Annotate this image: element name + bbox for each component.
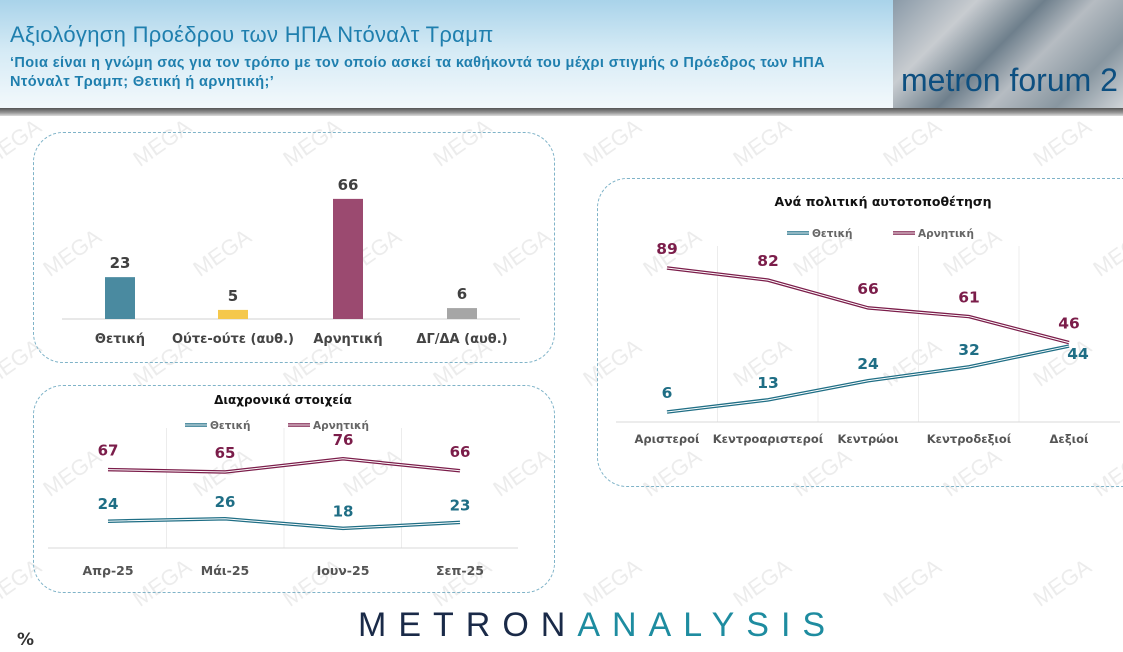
legend-label: Αρνητική: [918, 228, 974, 240]
data-label: 65: [215, 444, 236, 462]
brand-image-text: metron forum 2: [901, 62, 1118, 98]
category-label: Μάι-25: [201, 563, 249, 578]
series-line-inner: [107, 518, 461, 529]
data-label: 46: [1058, 315, 1080, 333]
trend-panel: [33, 385, 555, 593]
category-label: Ιουν-25: [317, 563, 370, 578]
category-label: Δεξιοί: [1050, 432, 1089, 446]
chart-title: Ανά πολιτική αυτοτοποθέτηση: [774, 194, 991, 209]
data-label: 5: [228, 287, 238, 305]
data-label: 26: [215, 493, 236, 511]
category-label: Κεντροαριστεροί: [713, 432, 824, 446]
brand-image: metron forum 2: [893, 0, 1123, 108]
legend-label: Θετική: [210, 420, 251, 432]
bar: [447, 308, 477, 319]
data-label: 66: [338, 176, 359, 194]
category-label: Ούτε-ούτε (αυθ.): [172, 332, 294, 347]
data-label: 13: [757, 374, 779, 392]
data-label: 23: [450, 496, 471, 514]
bar: [218, 309, 248, 319]
legend-label: Αρνητική: [313, 420, 369, 432]
category-label: Κεντροδεξιοί: [927, 432, 1012, 446]
data-label: 82: [757, 252, 779, 270]
data-label: 6: [457, 285, 467, 303]
bar: [105, 277, 135, 319]
metron-analysis-logo: METRONANALYSIS: [358, 606, 838, 644]
ideology-panel: [597, 178, 1123, 487]
series-line-inner: [107, 458, 461, 473]
page-title: Αξιολόγηση Προέδρου των ΗΠΑ Ντόναλτ Τραμ…: [10, 22, 494, 47]
data-label: 18: [333, 502, 354, 520]
data-label: 24: [857, 355, 879, 373]
data-label: 23: [110, 254, 131, 272]
series-line-inner: [666, 267, 1070, 344]
data-label: 76: [333, 431, 354, 449]
data-label: 24: [98, 495, 119, 513]
category-label: Αρνητική: [313, 332, 382, 347]
chart-title: Διαχρονικά στοιχεία: [214, 393, 352, 407]
unit-label: %: [17, 630, 35, 650]
legend-label: Θετική: [812, 228, 853, 240]
bar: [333, 198, 363, 319]
survey-question: ‘Ποια είναι η γνώμη σας για τον τρόπο με…: [10, 55, 826, 90]
data-label: 89: [656, 240, 678, 258]
data-label: 44: [1067, 345, 1089, 363]
header-divider: [0, 108, 1123, 116]
data-label: 67: [98, 442, 119, 460]
category-label: Σεπ-25: [436, 563, 484, 578]
data-label: 32: [958, 341, 980, 359]
series-line-inner: [666, 345, 1070, 413]
data-label: 66: [450, 443, 471, 461]
category-label: Κεντρώοι: [837, 432, 898, 446]
overall-panel: [33, 132, 555, 363]
category-label: ΔΓ/ΔΑ (αυθ.): [416, 332, 507, 347]
data-label: 61: [958, 289, 980, 307]
category-label: Αριστεροί: [635, 432, 700, 446]
category-label: Θετική: [95, 332, 145, 347]
category-label: Απρ-25: [82, 563, 133, 578]
data-label: 66: [857, 280, 879, 298]
data-label: 6: [662, 384, 673, 402]
